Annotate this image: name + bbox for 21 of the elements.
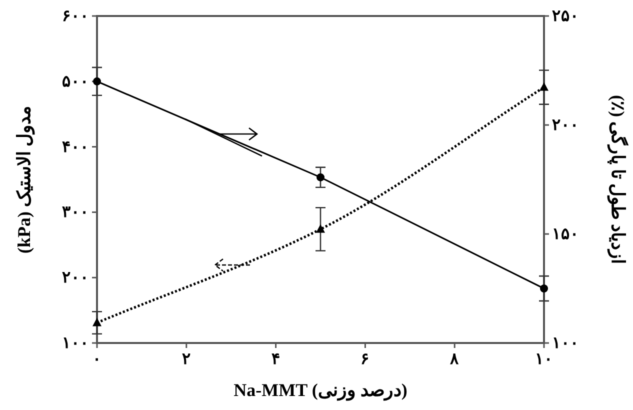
x-tick-label: ۴ [271,351,280,368]
y2-tick-label: ۱۵۰ [552,226,579,243]
x-tick-label: ۰ [92,351,102,368]
x-tick-label: ۸ [449,351,460,368]
x-tick-label: ۲ [182,351,191,368]
x-axis-title: Na-MMT (درصد وزنی) [234,380,408,401]
y2-tick-label: ۲۵۰ [552,8,579,25]
y-tick-label: ۳۰۰ [62,204,89,222]
x-tick-label: ۶ [360,351,370,368]
y-tick-label: ۲۰۰ [62,270,89,287]
y-axis-title: مدول الاستیک (kPa) [14,105,35,254]
x-tick-label: ۱۰ [535,351,553,368]
point [316,173,324,182]
y-tick-label: ۱۰۰ [62,335,89,352]
y-tick-label: ۶۰۰ [62,8,89,25]
y2-tick-label: ۱۰۰ [552,335,579,352]
y-tick-label: ۴۰۰ [62,138,89,156]
y2-axis-title: ازدیاد طول تا پارگی (٪) [607,95,629,264]
y2-tick-label: ۲۰۰ [552,117,579,134]
y-tick-label: ۵۰۰ [62,73,89,90]
point [316,224,325,233]
